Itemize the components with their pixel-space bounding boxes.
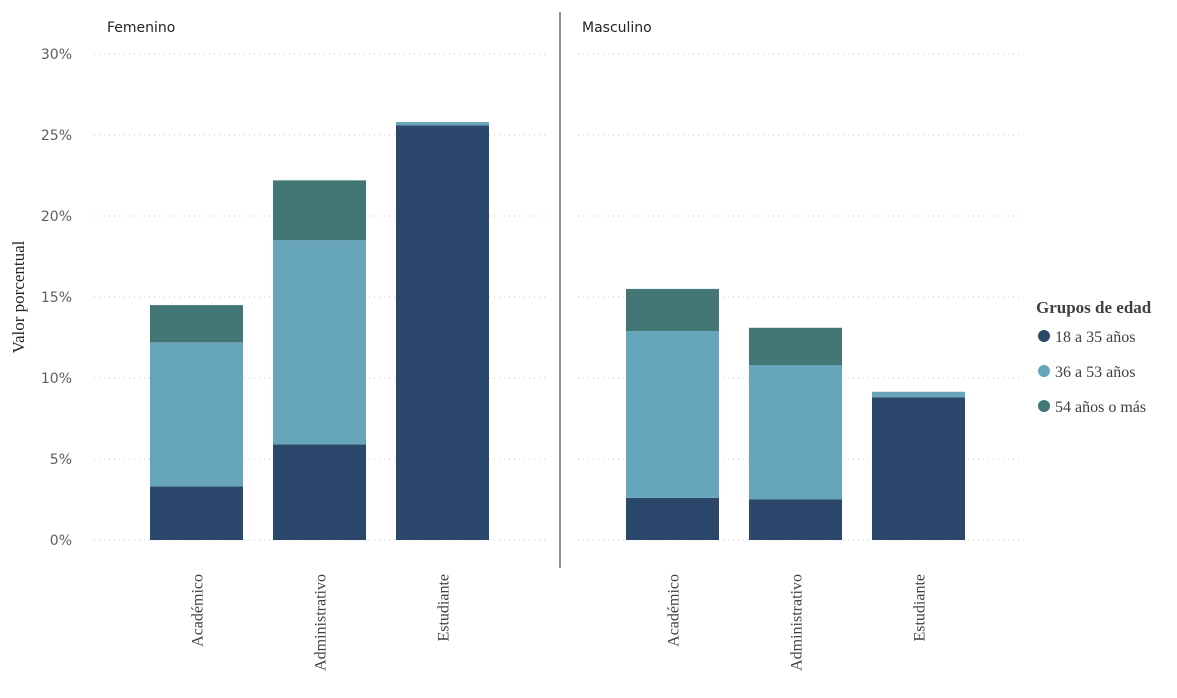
bar-layer <box>150 122 965 540</box>
y-tick-label: 15% <box>41 290 72 306</box>
bar-masculino-administrativo-54-anos-o-mas <box>749 327 842 366</box>
bar-femenino-administrativo-18-a-35-anos <box>273 444 366 540</box>
legend-marker-36-a-53-anos <box>1038 365 1050 377</box>
y-tick-label: 10% <box>41 371 72 387</box>
bar-femenino-academico-54-anos-o-mas <box>150 305 243 343</box>
bar-femenino-academico-18-a-35-anos <box>150 486 243 540</box>
bar-femenino-administrativo-36-a-53-anos <box>273 240 366 445</box>
legend-label-54-anos-o-mas: 54 años o más <box>1055 399 1146 416</box>
panel-title-masculino: Masculino <box>582 20 652 36</box>
x-tick-label: Administrativo <box>789 574 806 671</box>
legend-label-18-a-35-anos: 18 a 35 años <box>1055 329 1135 346</box>
x-tick-label: Estudiante <box>436 574 453 642</box>
bar-femenino-estudiante-36-a-53-anos <box>396 122 489 126</box>
legend-marker-18-a-35-anos <box>1038 330 1050 342</box>
y-tick-label: 30% <box>41 47 72 63</box>
x-tick-label: Estudiante <box>912 574 929 642</box>
x-tick-label: Académico <box>666 574 683 647</box>
y-tick-label: 5% <box>50 452 72 468</box>
y-tick-label: 25% <box>41 128 72 144</box>
legend-label-36-a-53-anos: 36 a 53 años <box>1055 364 1135 381</box>
bar-femenino-administrativo-54-anos-o-mas <box>273 180 366 241</box>
bar-masculino-academico-54-anos-o-mas <box>626 288 719 332</box>
legend: Grupos de edad 18 a 35 años 36 a 53 años 5… <box>1036 298 1152 416</box>
x-tick-label: Administrativo <box>313 574 330 671</box>
bar-masculino-academico-36-a-53-anos <box>626 331 719 498</box>
bar-femenino-estudiante-18-a-35-anos <box>396 125 489 540</box>
bar-masculino-administrativo-36-a-53-anos <box>749 365 842 500</box>
text-layer: 0% 5% 10% 15% 20% 25% 30% Femenino Académico Admi… <box>41 20 929 671</box>
panel-title-femenino: Femenino <box>107 20 175 36</box>
legend-marker-54-anos-o-mas <box>1038 400 1050 412</box>
legend-title: Grupos de edad <box>1036 298 1152 317</box>
bar-masculino-academico-18-a-35-anos <box>626 497 719 540</box>
y-tick-label: 20% <box>41 209 72 225</box>
bar-masculino-estudiante-18-a-35-anos <box>872 397 965 540</box>
bar-masculino-administrativo-18-a-35-anos <box>749 499 842 540</box>
x-tick-label: Académico <box>190 574 207 647</box>
y-axis-label: Valor porcentual <box>9 240 28 353</box>
bar-masculino-estudiante-36-a-53-anos <box>872 391 965 398</box>
y-tick-label: 0% <box>50 533 72 549</box>
bar-femenino-academico-36-a-53-anos <box>150 342 243 487</box>
